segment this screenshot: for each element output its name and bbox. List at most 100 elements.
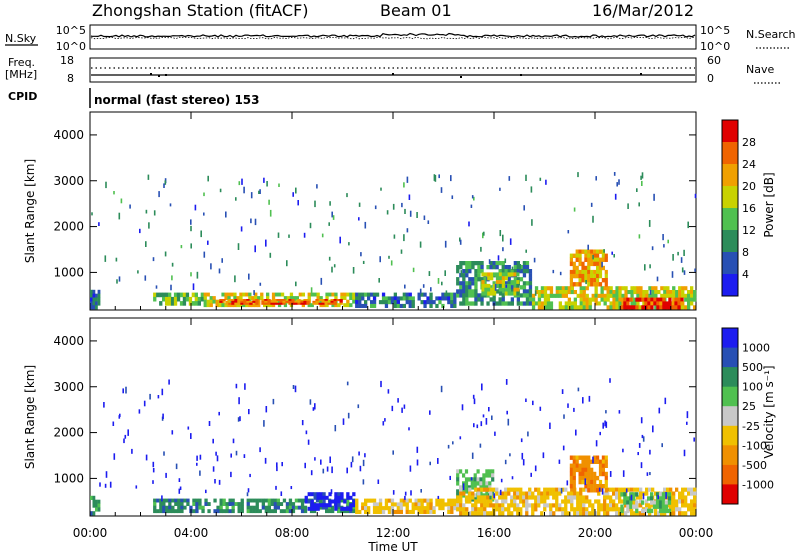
heatmap-cell [603, 293, 607, 298]
scatter-speck [258, 190, 260, 194]
heatmap-cell [447, 502, 451, 507]
scatter-speck [272, 398, 275, 405]
colorbar-swatch [722, 230, 738, 253]
heatmap-cell [626, 496, 630, 501]
heatmap-cell [513, 261, 517, 266]
heatmap-cell [165, 509, 169, 514]
heatmap-cell [507, 277, 511, 282]
heatmap-cell [604, 269, 608, 275]
heatmap-cell [564, 286, 568, 291]
colorbar-tick-label: -100 [742, 439, 767, 452]
noise-right-label: N.Search [746, 28, 796, 41]
heatmap-cell [408, 292, 412, 297]
scatter-speck [190, 243, 192, 249]
heatmap-cell [325, 509, 329, 514]
heatmap-cell [291, 300, 295, 303]
scatter-speck [124, 434, 127, 439]
scatter-speck [210, 263, 212, 270]
heatmap-cell [612, 293, 616, 298]
heatmap-cell [485, 485, 489, 490]
heatmap-cell [513, 277, 517, 282]
heatmap-cell [519, 269, 524, 274]
heatmap-cell [639, 511, 643, 516]
heatmap-cell [576, 305, 580, 310]
scatter-speck [491, 415, 493, 420]
heatmap-cell [690, 499, 694, 504]
heatmap-cell [236, 296, 240, 300]
heatmap-cell [585, 293, 589, 298]
heatmap-cell [240, 300, 244, 303]
heatmap-cell [417, 506, 421, 511]
heatmap-cell [322, 492, 326, 497]
heatmap-cell [652, 504, 657, 509]
scatter-speck [522, 459, 525, 466]
heatmap-cell [307, 303, 311, 308]
heatmap-cell [405, 509, 409, 514]
heatmap-cell [384, 300, 389, 305]
heatmap-cell [528, 503, 532, 508]
heatmap-cell [334, 499, 338, 504]
heatmap-cell [453, 502, 457, 507]
heatmap-cell [687, 297, 691, 302]
heatmap-cell [387, 506, 392, 511]
heatmap-cell [471, 261, 475, 266]
heatmap-cell [322, 495, 326, 500]
heatmap-cell [255, 299, 259, 302]
heatmap-cell [510, 511, 514, 516]
heatmap-cell [507, 301, 511, 306]
scatter-speck [602, 422, 604, 429]
heatmap-cell [654, 507, 658, 512]
heatmap-cell [471, 491, 475, 496]
heatmap-cell [504, 269, 508, 274]
scatter-speck [194, 204, 197, 211]
heatmap-cell [601, 471, 605, 477]
scatter-speck [408, 194, 411, 200]
scatter-speck [250, 192, 253, 199]
heatmap-cell [213, 509, 217, 514]
heatmap-cell [684, 297, 688, 302]
heatmap-cell [480, 499, 484, 504]
scatter-speck [238, 181, 241, 186]
scatter-speck [161, 495, 163, 502]
heatmap-cell [498, 287, 503, 292]
colorbar-tick-label: -25 [742, 420, 760, 433]
heatmap-cell [510, 495, 514, 500]
heatmap-cell [546, 301, 551, 306]
heatmap-cell [674, 297, 678, 302]
heatmap-cell [417, 502, 421, 507]
scatter-speck [152, 257, 155, 262]
heatmap-cell [462, 507, 466, 512]
heatmap-cell [678, 290, 682, 295]
heatmap-cell [426, 506, 430, 511]
scatter-speck [329, 456, 331, 463]
heatmap-cell [462, 503, 466, 508]
heatmap-cell [227, 303, 231, 308]
heatmap-cell [596, 257, 600, 262]
heatmap-cell [601, 463, 605, 468]
scatter-speck [382, 421, 385, 426]
heatmap-cell [537, 491, 541, 496]
heatmap-cell [573, 305, 577, 310]
heatmap-cell [591, 293, 595, 298]
heatmap-cell [474, 499, 478, 504]
heatmap-cell [447, 498, 451, 503]
scatter-speck [497, 255, 500, 261]
heatmap-cell [248, 296, 252, 300]
heatmap-cell [339, 299, 343, 302]
heatmap-cell [501, 280, 505, 285]
heatmap-cell [615, 487, 619, 492]
scatter-speck [225, 211, 227, 218]
scatter-speck [532, 400, 534, 406]
heatmap-cell [378, 498, 383, 503]
heatmap-cell [534, 286, 539, 291]
heatmap-cell [690, 491, 694, 496]
heatmap-cell [549, 286, 554, 291]
heatmap-cell [156, 498, 160, 503]
heatmap-cell [579, 511, 583, 516]
heatmap-cell [690, 286, 694, 291]
scatter-speck [479, 443, 482, 448]
scatter-speck [527, 431, 529, 437]
scatter-speck [422, 284, 425, 288]
scatter-speck [358, 217, 360, 221]
